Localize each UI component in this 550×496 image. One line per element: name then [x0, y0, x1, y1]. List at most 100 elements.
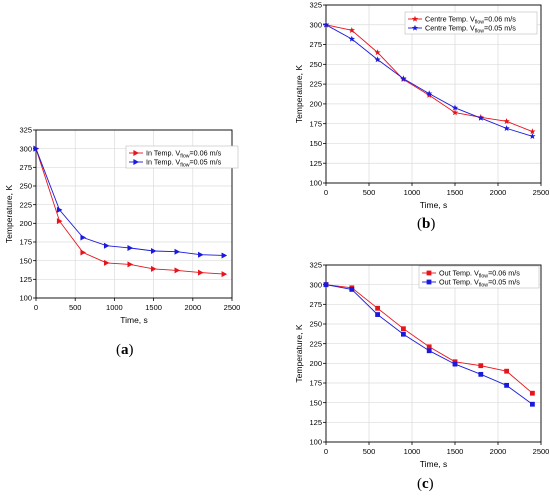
data-point: [80, 249, 87, 256]
y-tick-label: 275: [309, 300, 322, 309]
y-axis-title: Temperature, K: [294, 324, 304, 382]
data-point: [33, 145, 39, 152]
data-point: [426, 90, 433, 97]
x-tick-label: 500: [363, 447, 376, 456]
x-tick-label: 0: [324, 188, 328, 197]
legend-swatch-marker: [411, 24, 419, 31]
y-tick-label: 225: [309, 339, 322, 348]
y-tick-label: 100: [309, 179, 322, 188]
caption-b: (b): [417, 216, 436, 232]
data-point: [504, 368, 509, 374]
x-tick-label: 2500: [533, 447, 550, 456]
series-c-1: [323, 282, 535, 407]
y-axis-title: Temperature, K: [4, 185, 14, 243]
data-point: [151, 265, 157, 272]
y-tick-label: 125: [19, 275, 32, 284]
x-axis-title: Time, s: [420, 459, 448, 469]
data-point: [80, 234, 87, 241]
x-tick-label: 0: [34, 303, 38, 312]
data-point: [174, 248, 181, 255]
data-point: [56, 206, 63, 213]
y-tick-label: 300: [309, 280, 322, 289]
y-tick-label: 300: [309, 20, 322, 29]
y-tick-label: 200: [19, 219, 32, 228]
y-tick-label: 150: [309, 398, 322, 407]
data-point: [374, 49, 381, 56]
x-tick-label: 500: [363, 188, 376, 197]
data-point: [451, 109, 459, 116]
data-point: [221, 271, 228, 278]
data-point: [375, 312, 380, 317]
y-tick-label: 325: [309, 261, 322, 270]
x-axis-title: Time, s: [420, 200, 448, 210]
y-tick-label: 150: [309, 139, 322, 148]
legend-box: [125, 145, 239, 169]
caption-a: (a): [116, 342, 134, 358]
legend-entry-label: In Temp. Vflow=0.05 m/s: [146, 158, 222, 169]
legend-swatch-marker: [133, 159, 139, 165]
series-line: [325, 24, 533, 133]
legend-swatch-marker: [426, 270, 432, 276]
data-point: [530, 401, 535, 407]
series-line: [325, 284, 533, 394]
x-tick-label: 2500: [224, 303, 241, 312]
legend-box: [418, 265, 540, 289]
x-tick-label: 1000: [106, 303, 123, 312]
x-tick-label: 2000: [490, 447, 507, 456]
x-tick-label: 1000: [404, 188, 421, 197]
legend-entry-label: Out Temp. Vflow=0.05 m/s: [439, 278, 520, 289]
data-point: [103, 259, 110, 266]
x-tick-label: 1500: [447, 188, 464, 197]
plot-frame: [325, 264, 542, 443]
data-point: [198, 251, 204, 258]
series-c-0: [323, 282, 535, 396]
data-point: [530, 390, 535, 396]
y-tick-label: 275: [309, 40, 322, 49]
data-point: [198, 269, 204, 276]
legend-entry-label: In Temp. Vflow=0.06 m/s: [146, 149, 222, 160]
x-axis-title: Time, s: [120, 315, 148, 325]
data-point: [323, 282, 329, 288]
data-point: [349, 286, 355, 292]
series-b-1: [322, 21, 536, 139]
x-tick-label: 2500: [533, 188, 550, 197]
y-tick-label: 125: [309, 418, 322, 427]
y-tick-label: 200: [309, 359, 322, 368]
y-tick-label: 175: [309, 379, 322, 388]
data-point: [426, 344, 432, 350]
plot-frame: [325, 4, 542, 184]
y-tick-label: 250: [309, 320, 322, 329]
data-point: [375, 305, 380, 311]
y-tick-label: 100: [309, 438, 322, 447]
legend-swatch-marker: [426, 279, 432, 285]
data-point: [451, 104, 459, 111]
x-tick-label: 1000: [404, 447, 421, 456]
data-point: [401, 326, 406, 332]
x-tick-label: 2000: [184, 303, 201, 312]
x-tick-label: 500: [69, 303, 82, 312]
chart-a: 0 500 1000 1500 2000 2500 100 125 150 175 200 225 25…: [4, 126, 240, 325]
legend-entry-label: Centre Temp. Vflow=0.06 m/s: [425, 15, 516, 26]
data-point: [348, 27, 355, 33]
x-tick-label: 0: [324, 447, 328, 456]
y-tick-label: 150: [19, 256, 32, 265]
y-tick-label: 275: [19, 163, 32, 172]
y-tick-label: 225: [19, 200, 32, 209]
data-point: [348, 35, 355, 42]
y-tick-label: 250: [309, 60, 322, 69]
legend-box: [404, 11, 538, 35]
data-point: [426, 348, 432, 354]
caption-c-letter: c: [422, 476, 429, 492]
data-point: [400, 75, 407, 82]
y-tick-label: 200: [309, 99, 322, 108]
caption-a-letter: a: [121, 342, 129, 358]
caption-b-letter: b: [422, 216, 431, 232]
y-tick-label: 225: [309, 80, 322, 89]
data-point: [174, 267, 181, 274]
data-point: [221, 252, 228, 259]
legend-swatch-marker: [133, 150, 139, 156]
data-point: [477, 114, 484, 121]
y-axis-title: Temperature, K: [294, 65, 304, 123]
